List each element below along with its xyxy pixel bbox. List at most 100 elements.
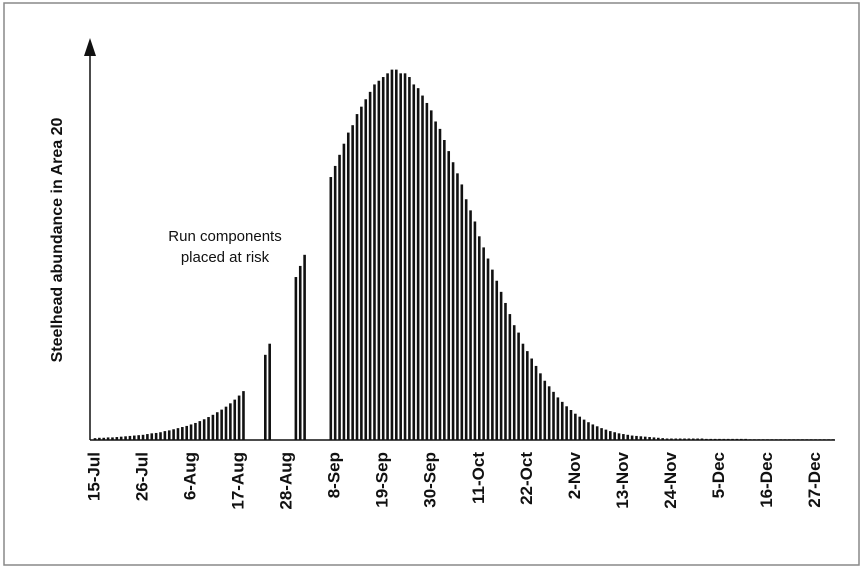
bar <box>172 429 175 440</box>
bar <box>604 429 608 440</box>
bar <box>626 434 630 440</box>
bar <box>429 110 433 441</box>
bar <box>657 437 660 440</box>
bar <box>591 424 595 440</box>
bar <box>185 425 189 440</box>
bar <box>504 302 507 440</box>
bar <box>403 73 407 440</box>
bar <box>696 438 699 440</box>
bar <box>346 132 350 440</box>
bar <box>303 254 306 440</box>
bar <box>351 125 354 441</box>
x-tick-label: 16-Dec <box>757 452 776 508</box>
bar <box>574 413 577 440</box>
bar <box>443 140 446 440</box>
bar <box>395 69 398 440</box>
x-tick-label: 30-Sep <box>421 452 440 508</box>
bar <box>674 438 678 440</box>
bar <box>399 73 402 440</box>
bar <box>368 91 372 440</box>
bar <box>534 365 538 440</box>
bar <box>355 114 359 441</box>
bar <box>635 435 638 440</box>
bar <box>412 84 416 440</box>
bar <box>294 277 298 440</box>
bar <box>159 432 162 440</box>
bar <box>508 314 512 440</box>
bar <box>215 412 219 440</box>
bar <box>133 435 136 440</box>
bar <box>643 436 647 440</box>
y-axis-arrow <box>84 38 96 56</box>
bar <box>421 95 424 441</box>
bar <box>661 438 664 440</box>
annotation: Run components <box>168 228 281 245</box>
bar <box>613 432 616 440</box>
bar <box>434 121 437 441</box>
bar <box>512 325 516 440</box>
bar <box>233 399 237 440</box>
x-tick-label: 22-Oct <box>517 452 536 505</box>
bar <box>814 439 817 440</box>
bar <box>146 434 149 440</box>
bar <box>530 358 533 440</box>
bar <box>198 421 202 440</box>
bar <box>189 424 193 440</box>
bar <box>416 88 420 441</box>
bar <box>639 436 643 440</box>
bar <box>578 416 582 440</box>
bar <box>486 258 490 440</box>
bar <box>678 438 682 440</box>
bar <box>377 80 381 441</box>
bar <box>565 406 568 440</box>
bar <box>552 391 555 440</box>
bar <box>582 419 586 440</box>
bar <box>364 99 368 440</box>
bar <box>220 409 223 440</box>
x-tick-label: 2-Nov <box>565 451 584 499</box>
bar <box>482 247 485 440</box>
bar <box>102 437 106 440</box>
bar <box>119 436 123 440</box>
bar <box>539 373 542 440</box>
bar <box>150 433 154 440</box>
x-tick-label: 13-Nov <box>613 451 632 508</box>
bar <box>128 435 132 440</box>
x-tick-label: 19-Sep <box>373 452 392 508</box>
bar <box>608 431 612 440</box>
bar <box>547 386 551 440</box>
bar <box>818 439 822 440</box>
bar <box>526 351 529 440</box>
bar <box>600 428 603 440</box>
bar <box>237 395 241 440</box>
bar <box>473 221 477 440</box>
annotation: placed at risk <box>181 249 270 266</box>
bar <box>687 438 691 440</box>
bar <box>792 439 795 440</box>
bar <box>748 439 752 440</box>
bar <box>460 184 464 440</box>
bar <box>822 439 826 440</box>
x-tick-label: 27-Dec <box>805 452 824 508</box>
x-tick-label: 8-Sep <box>325 452 344 498</box>
bar <box>691 438 695 440</box>
bar <box>360 106 363 441</box>
bar <box>543 380 547 440</box>
bar <box>211 414 215 440</box>
bar <box>722 438 726 440</box>
bar <box>735 438 739 440</box>
bar <box>521 343 525 440</box>
x-tick-label: 17-Aug <box>229 452 248 510</box>
x-tick-label: 15-Jul <box>84 452 103 501</box>
bar <box>560 401 564 440</box>
bar <box>464 199 468 440</box>
bar <box>333 165 337 441</box>
bar <box>163 431 167 440</box>
bar <box>617 433 621 440</box>
bar <box>796 439 800 440</box>
bar <box>809 439 813 440</box>
bar <box>665 438 669 440</box>
bar <box>569 410 573 440</box>
bar <box>386 73 389 440</box>
x-tick-label: 24-Nov <box>661 451 680 508</box>
